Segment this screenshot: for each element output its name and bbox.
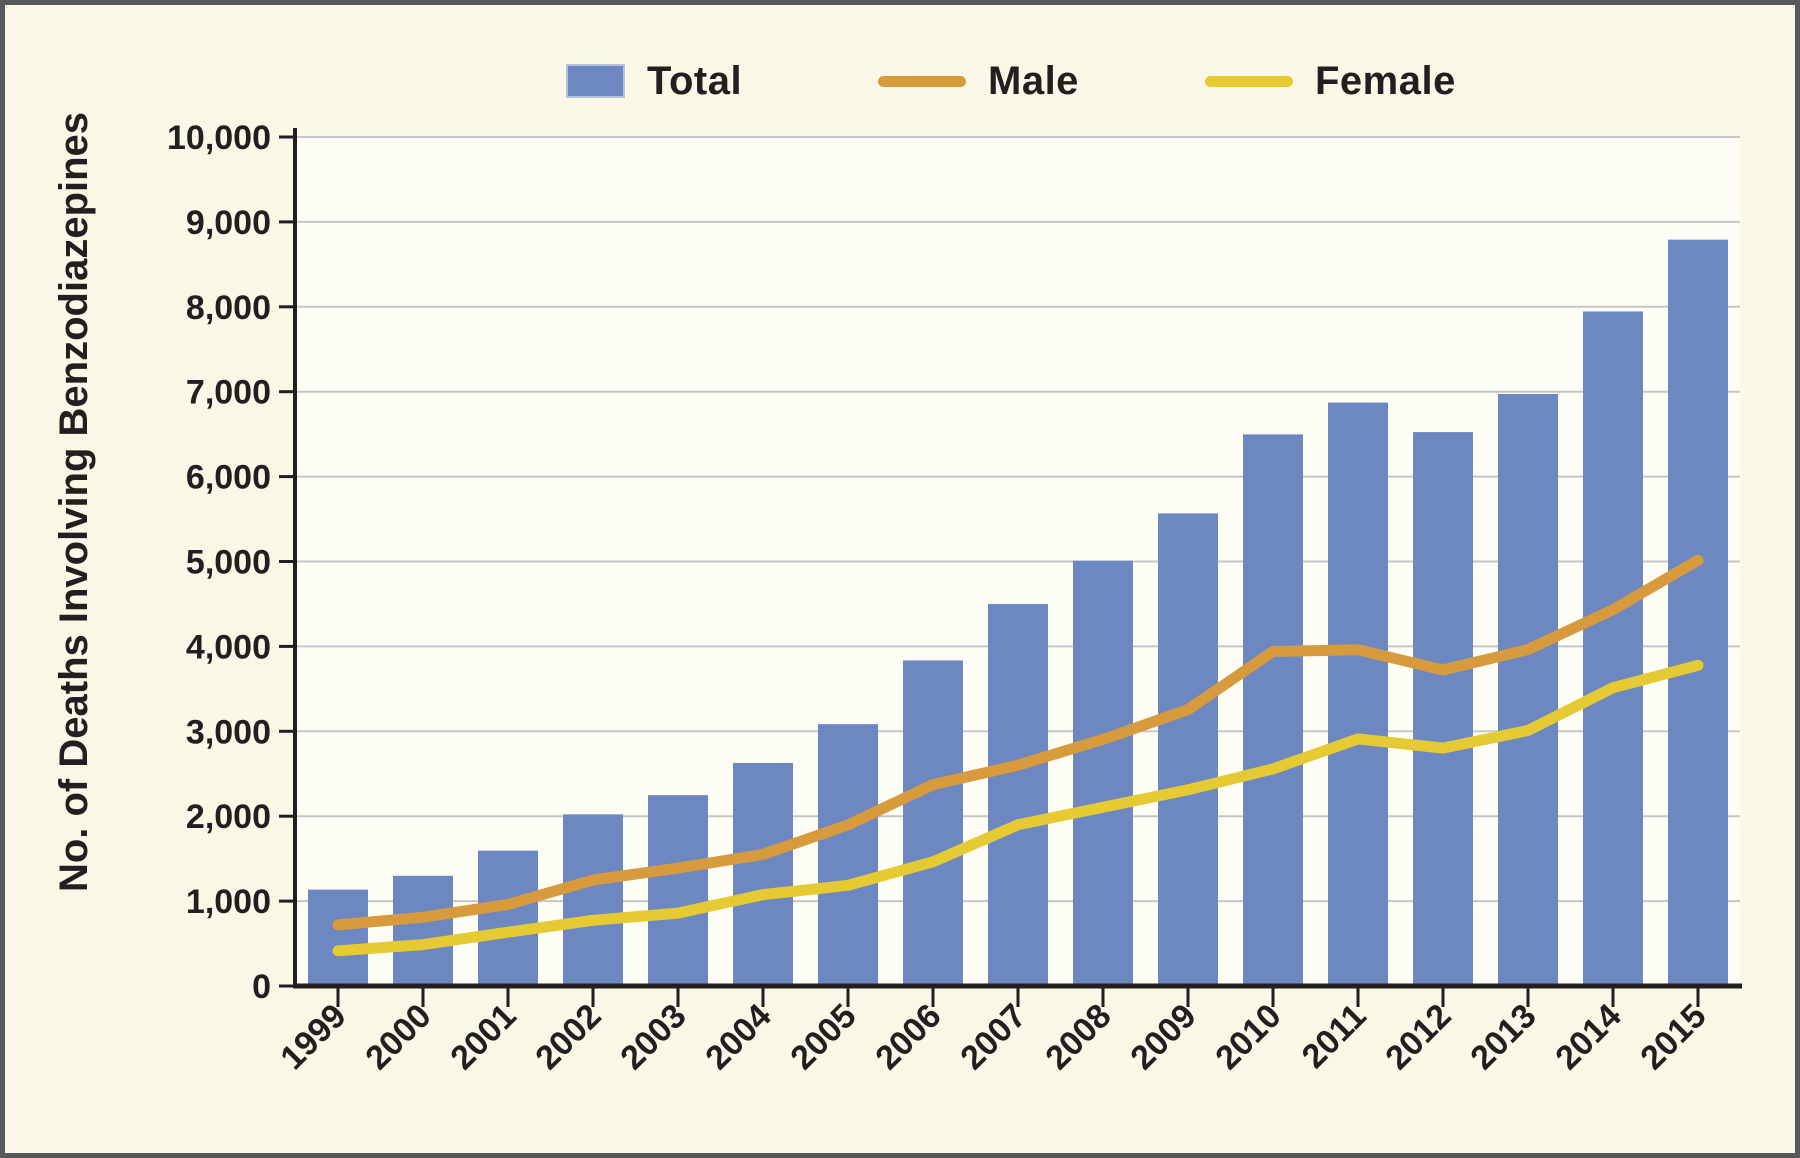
- bar-2004: [733, 762, 793, 986]
- bar-2009: [1158, 513, 1218, 986]
- bar-2006: [903, 660, 963, 986]
- legend: Total Male Female: [5, 53, 1795, 109]
- y-tick-label-9,000: 9,000: [186, 204, 271, 242]
- bar-2007: [988, 603, 1048, 986]
- legend-item-total: Total: [566, 53, 742, 109]
- y-tick-label-8,000: 8,000: [186, 289, 271, 327]
- bar-2008: [1073, 560, 1133, 986]
- bar-2010: [1243, 434, 1303, 987]
- x-tick-label-2008: 2008: [1038, 997, 1118, 1077]
- x-tick-label-2007: 2007: [953, 997, 1033, 1077]
- y-tick-label-5,000: 5,000: [186, 544, 271, 582]
- x-tick-label-2000: 2000: [358, 997, 438, 1077]
- legend-label-female: Female: [1315, 59, 1456, 103]
- x-tick-label-2006: 2006: [868, 997, 948, 1077]
- bar-2001: [478, 850, 538, 986]
- y-tick-label-4,000: 4,000: [186, 628, 271, 666]
- x-tick-label-2001: 2001: [443, 997, 523, 1077]
- bar-2011: [1328, 402, 1388, 986]
- y-axis-title: No. of Deaths Involving Benzodiazepines: [52, 112, 96, 892]
- y-tick-label-6,000: 6,000: [186, 459, 271, 497]
- female-line-swatch: [1205, 75, 1293, 87]
- x-tick-label-2003: 2003: [613, 997, 693, 1077]
- y-tick-label-0: 0: [252, 968, 271, 1006]
- bar-2012: [1413, 432, 1473, 986]
- x-tick-label-2002: 2002: [528, 997, 608, 1077]
- bar-2015: [1668, 239, 1728, 986]
- male-line: [332, 554, 1704, 931]
- bar-2002: [563, 814, 623, 986]
- y-tick-label-2,000: 2,000: [186, 798, 271, 836]
- x-tick-label-2009: 2009: [1123, 997, 1203, 1077]
- x-tick-label-1999: 1999: [273, 997, 353, 1077]
- bar-2013: [1498, 393, 1558, 986]
- female-line: [332, 659, 1704, 957]
- bar-2003: [648, 795, 708, 986]
- bar-2000: [393, 875, 453, 986]
- x-tick-label-2013: 2013: [1463, 997, 1543, 1077]
- y-tick-label-3,000: 3,000: [186, 713, 271, 751]
- y-tick-label-10,000: 10,000: [167, 119, 271, 157]
- legend-label-male: Male: [988, 59, 1079, 103]
- legend-item-male: Male: [878, 53, 1079, 109]
- x-tick-label-2014: 2014: [1548, 997, 1628, 1077]
- y-tick-label-1,000: 1,000: [186, 883, 271, 921]
- x-tick-label-2012: 2012: [1378, 997, 1458, 1077]
- x-tick-label-2015: 2015: [1633, 997, 1713, 1077]
- legend-label-total: Total: [647, 59, 743, 103]
- bar-1999: [308, 889, 368, 986]
- x-tick-label-2005: 2005: [783, 997, 863, 1077]
- x-tick-label-2010: 2010: [1208, 997, 1288, 1077]
- x-tick-label-2004: 2004: [698, 997, 778, 1077]
- chart-svg: 0 1,000 2,000 3,000 4,000 5,000 6,000 7,000 8,00…: [52, 112, 1742, 1077]
- male-line-swatch: [878, 75, 966, 87]
- x-tick-label-2011: 2011: [1295, 997, 1374, 1076]
- y-tick-label-7,000: 7,000: [186, 374, 271, 412]
- bar-2005: [818, 724, 878, 986]
- legend-item-female: Female: [1205, 53, 1456, 109]
- bar-2014: [1583, 311, 1643, 987]
- total-bar-swatch: [566, 64, 625, 98]
